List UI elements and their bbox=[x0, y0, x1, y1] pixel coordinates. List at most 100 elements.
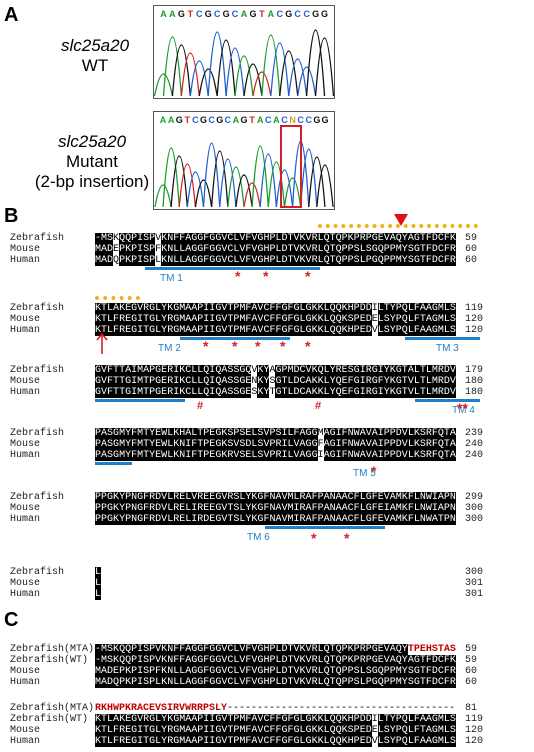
sequence: KTLFREGITGLYRGMAAPIIGVTPMFAVCFFGFGLGKKLQ… bbox=[95, 725, 456, 736]
trace-peak bbox=[267, 161, 286, 208]
panel-b-letter: B bbox=[4, 205, 19, 227]
species-label: Human bbox=[10, 677, 41, 688]
base-call-t: T bbox=[188, 9, 194, 19]
wt-gene-name: slc25a20 bbox=[60, 36, 130, 55]
base-call-g: G bbox=[200, 115, 207, 125]
residue-count: 301 bbox=[465, 578, 484, 589]
frameshift-residues: RKHWPKRACEVSIRVWRRPSLY bbox=[95, 703, 228, 714]
trace-peak bbox=[243, 182, 261, 208]
exon-dotted-line bbox=[318, 224, 478, 232]
residue-star: * bbox=[311, 530, 317, 546]
base-call-g: G bbox=[205, 9, 212, 19]
sequence: PPGKYPNGFRDVLRELIRDEGVTSLYKGFNAVMIRAFPAN… bbox=[95, 514, 456, 525]
species-label: Human bbox=[10, 450, 41, 461]
tm-bar bbox=[145, 267, 320, 270]
species-label: Mouse bbox=[10, 578, 41, 589]
base-call-c: C bbox=[297, 115, 304, 125]
residue-count: 240 bbox=[465, 439, 484, 450]
sequence: KTLAKEGVRGLYKGMAAPIIGVTPMFAVCFFGFGLGKKLQ… bbox=[95, 714, 456, 725]
residue-star: * bbox=[280, 338, 286, 354]
residue-star: * bbox=[344, 530, 350, 546]
trace-peak bbox=[171, 44, 191, 97]
base-call-a: A bbox=[273, 115, 280, 125]
sequence: PPGKYPNGFRDVLRELVREEGVRSLYKGFNAVMLRAFPAN… bbox=[95, 492, 456, 503]
trace-peak bbox=[216, 39, 236, 97]
residue-count: 60 bbox=[465, 244, 478, 255]
species-label: Human bbox=[10, 514, 41, 525]
wt-genotype-label: slc25a20 WT bbox=[40, 36, 150, 76]
species-label: Mouse bbox=[10, 666, 41, 677]
trace-peak bbox=[154, 184, 172, 208]
trace-peak bbox=[300, 148, 318, 208]
mutant-note: (2-bp insertion) bbox=[34, 172, 150, 191]
base-call-g: G bbox=[313, 115, 320, 125]
sequence: L bbox=[95, 567, 102, 578]
trace-peak bbox=[251, 145, 269, 208]
residue-hash: # bbox=[197, 400, 204, 412]
base-call-g: G bbox=[178, 9, 185, 19]
base-call-g: G bbox=[321, 115, 328, 125]
trace-peak bbox=[207, 31, 227, 97]
trace-peak bbox=[261, 34, 281, 97]
species-label: Zebrafish bbox=[10, 567, 65, 578]
sequence: KTLFREGITGLYRGMAAPIIGVTPMFAVCFFGFGLGKKLQ… bbox=[95, 314, 456, 325]
residue-hash: # bbox=[315, 400, 322, 412]
trace-peak bbox=[180, 52, 200, 97]
species-label: Human bbox=[10, 255, 41, 266]
base-call-a: A bbox=[268, 9, 275, 19]
panel-c-letter: C bbox=[4, 609, 19, 631]
sequence: RKHWPKRACEVSIRVWRRPSLY------------------… bbox=[95, 703, 455, 715]
residue-count: 60 bbox=[465, 666, 478, 677]
residue-count: 180 bbox=[465, 387, 484, 398]
base-call-a: A bbox=[257, 115, 264, 125]
insertion-site-arrowhead-icon bbox=[394, 214, 408, 226]
trace-peak bbox=[259, 153, 278, 208]
trace-peak bbox=[178, 163, 197, 208]
residue-count: 239 bbox=[465, 428, 484, 439]
trace-peak bbox=[186, 171, 205, 208]
base-call-a: A bbox=[169, 9, 176, 19]
residue-count: 119 bbox=[465, 714, 484, 725]
residue-count: 59 bbox=[465, 655, 478, 666]
insertion-highlight-box bbox=[280, 125, 302, 208]
tm-label: TM 3 bbox=[436, 343, 459, 354]
trace-peak bbox=[194, 179, 213, 208]
residue-star: * bbox=[255, 338, 261, 354]
residue-count: 120 bbox=[465, 314, 484, 325]
sequence: MADQPKPISPLKNLLAGGFGGVCLVFVGHPLDTVKVRLQT… bbox=[95, 255, 456, 266]
species-label: Mouse bbox=[10, 244, 41, 255]
base-call-c: C bbox=[277, 9, 284, 19]
base-call-g: G bbox=[321, 9, 328, 19]
base-call-a: A bbox=[160, 115, 167, 125]
residue-count: 60 bbox=[465, 677, 478, 688]
trace-peak bbox=[316, 164, 334, 208]
base-call-c: C bbox=[281, 115, 288, 125]
base-call-c: C bbox=[306, 115, 313, 125]
trace-peak bbox=[270, 42, 290, 97]
base-call-t: T bbox=[249, 115, 255, 125]
base-call-c: C bbox=[265, 115, 272, 125]
trace-peak bbox=[225, 47, 245, 97]
species-label: Zebrafish bbox=[10, 492, 65, 503]
residue-star: * bbox=[235, 268, 241, 284]
trace-peak bbox=[305, 29, 326, 97]
species-label: Zebrafish bbox=[10, 233, 65, 244]
residue-count: 120 bbox=[465, 736, 484, 747]
tm-bar bbox=[265, 526, 385, 529]
trace-peak bbox=[170, 155, 188, 208]
mutant-genotype-label: slc25a20 Mutant (2-bp insertion) bbox=[30, 132, 154, 192]
residue-star: * bbox=[203, 338, 209, 354]
gap-tail: -------------------------------------- bbox=[227, 703, 456, 714]
trace-peak bbox=[234, 55, 254, 97]
residue-count: 300 bbox=[465, 567, 484, 578]
residue-count: 60 bbox=[465, 255, 478, 266]
sequence: MADEPKPISPFKNLLAGGFGGVCLVFVGHPLDTVKVRLQT… bbox=[95, 244, 456, 255]
species-label: Human bbox=[10, 387, 41, 398]
species-label: Zebrafish bbox=[10, 428, 65, 439]
trace-peak bbox=[162, 147, 180, 208]
species-label: Zebrafish bbox=[10, 365, 65, 376]
base-call-g: G bbox=[223, 9, 230, 19]
trace-peak bbox=[279, 50, 299, 97]
base-call-g: G bbox=[240, 115, 247, 125]
